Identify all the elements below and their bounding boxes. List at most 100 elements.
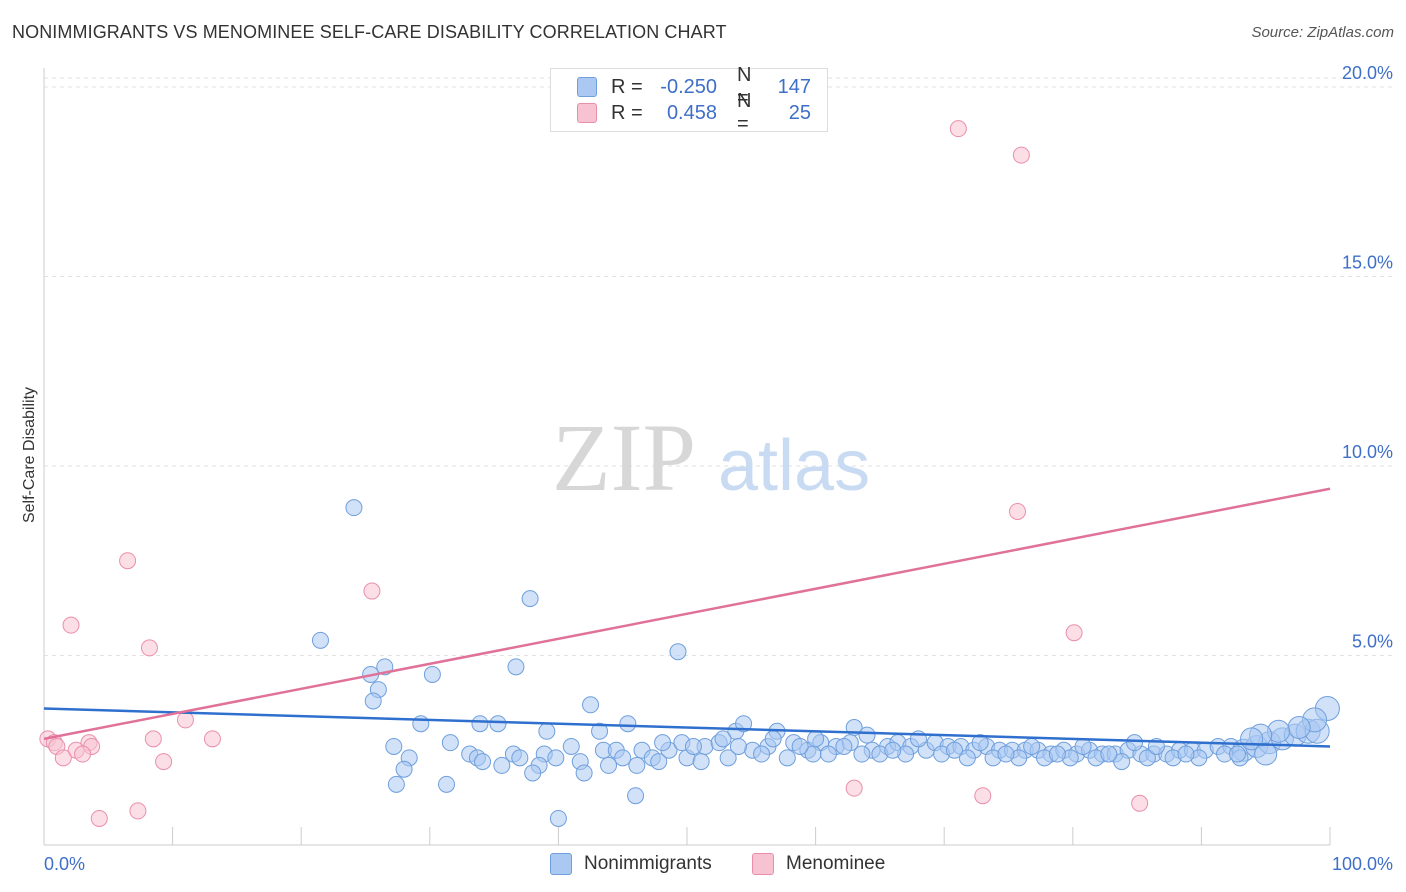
point-nonimmigrants xyxy=(575,764,593,782)
point-menominee xyxy=(1065,624,1083,642)
point-nonimmigrants xyxy=(1074,737,1092,755)
x-tick-label: 0.0% xyxy=(44,854,85,874)
point-nonimmigrants xyxy=(669,643,687,661)
point-nonimmigrants xyxy=(1228,745,1246,763)
point-nonimmigrants xyxy=(1023,737,1041,755)
points-layer xyxy=(39,120,1340,827)
point-nonimmigrants xyxy=(735,715,753,733)
point-nonimmigrants xyxy=(385,737,403,755)
legend-n-value: 147 xyxy=(777,75,811,98)
point-menominee xyxy=(140,639,158,657)
point-nonimmigrants xyxy=(538,722,556,740)
legend-n-value: 25 xyxy=(788,101,811,124)
point-nonimmigrants xyxy=(471,715,489,733)
point-nonimmigrants xyxy=(654,734,672,752)
point-menominee xyxy=(90,809,108,827)
point-nonimmigrants xyxy=(753,745,771,763)
point-nonimmigrants xyxy=(835,737,853,755)
point-nonimmigrants xyxy=(1254,742,1278,766)
point-nonimmigrants xyxy=(582,696,600,714)
point-nonimmigrants xyxy=(1177,745,1195,763)
point-menominee xyxy=(119,552,137,570)
y-tick-label: 10.0% xyxy=(1342,442,1393,462)
point-nonimmigrants xyxy=(387,775,405,793)
bottom-legend-swatch-menominee xyxy=(752,853,774,875)
point-nonimmigrants xyxy=(714,730,732,748)
point-nonimmigrants xyxy=(364,692,382,710)
point-nonimmigrants xyxy=(1100,745,1118,763)
legend-swatch-menominee xyxy=(577,103,597,123)
point-menominee xyxy=(1009,502,1027,520)
point-nonimmigrants xyxy=(423,665,441,683)
y-tick-label: 20.0% xyxy=(1342,63,1393,83)
point-nonimmigrants xyxy=(511,749,529,767)
point-menominee xyxy=(203,730,221,748)
point-menominee xyxy=(845,779,863,797)
point-nonimmigrants xyxy=(650,753,668,771)
point-nonimmigrants xyxy=(945,741,963,759)
point-menominee xyxy=(74,745,92,763)
point-nonimmigrants xyxy=(791,737,809,755)
correlation-legend: R = -0.250 N = 147 R = 0.458 N = 25 xyxy=(550,64,828,135)
point-nonimmigrants xyxy=(549,809,567,827)
point-nonimmigrants xyxy=(600,756,618,774)
watermark-atlas: atlas xyxy=(718,426,870,506)
legend-row-menominee: R = 0.458 N = 25 xyxy=(577,90,811,135)
legend-swatch-nonimmigrants xyxy=(577,77,597,97)
point-menominee xyxy=(62,616,80,634)
legend-r-label: R = xyxy=(611,75,643,98)
trendline-nonimmigrants xyxy=(43,707,1331,748)
point-nonimmigrants xyxy=(547,749,565,767)
point-menominee xyxy=(1131,794,1149,812)
point-menominee xyxy=(949,120,967,138)
legend-r-label: R = xyxy=(611,101,643,124)
bottom-legend-nonimmigrants: Nonimmigrants xyxy=(550,852,712,876)
grid-layer xyxy=(44,77,1394,656)
legend-r-value: 0.458 xyxy=(666,101,717,124)
point-nonimmigrants xyxy=(345,499,363,517)
point-menominee xyxy=(1012,146,1030,164)
point-menominee xyxy=(974,787,992,805)
y-tick-label: 15.0% xyxy=(1342,252,1393,272)
trendline-menominee xyxy=(43,487,1331,741)
point-nonimmigrants xyxy=(778,749,796,767)
point-nonimmigrants xyxy=(853,745,871,763)
point-nonimmigrants xyxy=(971,734,989,752)
watermark: ZIP atlas xyxy=(552,404,870,511)
point-nonimmigrants xyxy=(614,749,632,767)
point-nonimmigrants xyxy=(764,730,782,748)
point-nonimmigrants xyxy=(441,734,459,752)
trend-layer xyxy=(43,487,1331,748)
point-nonimmigrants xyxy=(858,726,876,744)
point-nonimmigrants xyxy=(591,722,609,740)
point-nonimmigrants xyxy=(1048,745,1066,763)
point-nonimmigrants xyxy=(684,737,702,755)
point-nonimmigrants xyxy=(729,737,747,755)
point-nonimmigrants xyxy=(807,730,825,748)
point-nonimmigrants xyxy=(489,715,507,733)
x-tick-label: 100.0% xyxy=(1332,854,1393,874)
point-nonimmigrants xyxy=(884,741,902,759)
tick-labels: 5.0% 10.0% 15.0% 20.0% 0.0% 100.0% xyxy=(44,63,1393,874)
point-nonimmigrants xyxy=(521,590,539,608)
point-menominee xyxy=(363,582,381,600)
point-nonimmigrants xyxy=(562,737,580,755)
point-nonimmigrants xyxy=(1138,749,1156,767)
point-menominee xyxy=(144,730,162,748)
y-tick-label: 5.0% xyxy=(1352,631,1393,651)
point-nonimmigrants xyxy=(412,715,430,733)
legend-r-value: -0.250 xyxy=(660,75,717,98)
legend-n-label: N = xyxy=(737,64,752,109)
point-menominee xyxy=(176,711,194,729)
legend-row-nonimmigrants: R = -0.250 N = 147 xyxy=(577,64,811,109)
watermark-zip: ZIP xyxy=(552,404,696,511)
point-nonimmigrants xyxy=(628,756,646,774)
point-nonimmigrants xyxy=(819,745,837,763)
point-nonimmigrants xyxy=(997,745,1015,763)
bottom-legend-menominee: Menominee xyxy=(752,852,885,876)
point-nonimmigrants xyxy=(524,764,542,782)
point-nonimmigrants xyxy=(619,715,637,733)
point-nonimmigrants xyxy=(958,749,976,767)
point-nonimmigrants xyxy=(395,760,413,778)
